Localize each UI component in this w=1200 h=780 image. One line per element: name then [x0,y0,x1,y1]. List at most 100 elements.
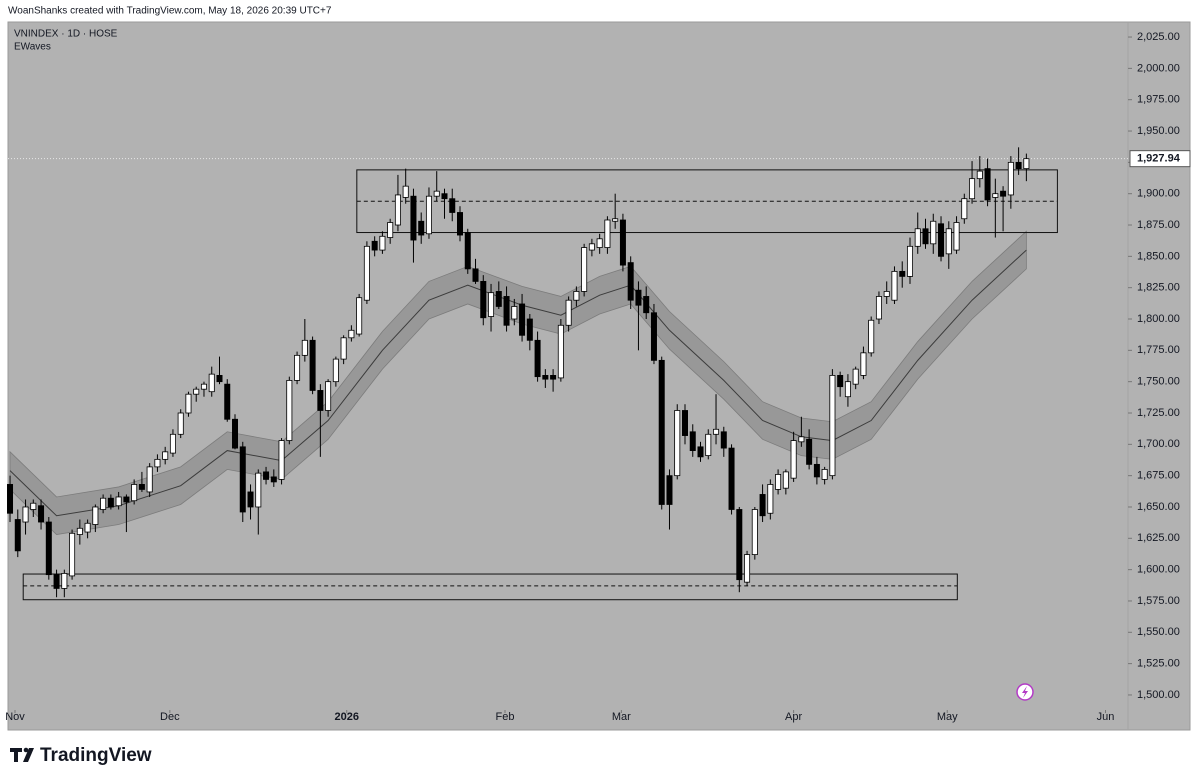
candle-body [216,374,223,383]
candle-body [953,222,960,251]
candle-body [542,374,549,380]
candle-body [115,496,122,507]
indicator-name: EWaves [14,42,51,53]
candle-body [627,262,634,301]
candle-body [263,471,270,480]
candle-body [76,527,83,535]
last-price-label: 1,927.94 [1137,153,1181,165]
candle-body [495,291,502,307]
candle-body [92,506,99,525]
candle-body [100,497,107,510]
candle-body [767,484,774,514]
candle-body [107,497,114,508]
candle-body [573,291,580,301]
candle-body [317,390,324,411]
candle-body [658,359,665,505]
candle-body [681,410,688,436]
x-tick-label: Dec [160,711,180,723]
ewaves-band [9,230,1027,535]
candle-body [798,436,805,443]
candle-body [131,484,138,502]
candle-body [875,296,882,320]
candle-body [69,532,76,577]
candle-body [146,466,153,493]
candle-body [232,418,239,449]
y-tick-label: 1,875.00 [1137,219,1180,231]
candle-body [852,368,859,385]
candle-body [464,232,471,270]
candle-body [503,296,510,326]
candle-body [588,243,595,251]
candle-body [604,219,611,248]
candle-body [1015,161,1022,170]
logo-text: TradingView [40,745,152,766]
candle-body [806,438,813,465]
candle-body [348,329,355,339]
candle-body [239,446,246,513]
candle-body [891,270,898,301]
candle-body [821,468,828,480]
candle-body [643,296,650,314]
candle-body [200,383,207,390]
candle-body [154,458,161,468]
x-tick-label: Nov [5,711,25,723]
candle-body [945,228,952,255]
candle-body [387,222,394,238]
candle-body [775,474,782,490]
last-price-box [1129,150,1191,168]
candle-body [868,319,875,354]
x-tick-label: Apr [785,711,802,723]
candle-body [61,573,68,589]
candle-body [829,374,836,477]
logo-mark [10,747,34,762]
candle-body [534,339,541,378]
candle-body [325,381,332,411]
y-tick-label: 1,550.00 [1137,626,1180,638]
y-tick-label: 1,850.00 [1137,250,1180,262]
candle-body [45,521,52,576]
candle-body [1023,158,1030,170]
y-tick-label: 1,700.00 [1137,438,1180,450]
y-tick-label: 1,675.00 [1137,470,1180,482]
candle-body [1007,161,1014,196]
candle-body [410,195,417,241]
candle-body [581,247,588,292]
x-tick-label: 2026 [334,711,358,723]
candle-body [550,374,557,380]
flash-icon[interactable] [1016,683,1034,701]
y-tick-label: 1,750.00 [1137,376,1180,388]
ewaves-mid-line [9,249,1027,517]
candle-body [278,440,285,480]
candle-body [837,374,844,388]
candle-body [969,178,976,200]
candle-body [138,484,145,490]
candle-body [728,447,735,510]
y-tick-label: 1,825.00 [1137,282,1180,294]
zone-box [22,573,958,601]
candle-body [930,220,937,245]
candle-body [860,352,867,376]
candle-body [53,574,60,589]
candle-body [394,194,401,226]
candle-body [38,505,45,523]
candle-body [177,412,184,435]
candle-body [813,463,820,478]
x-tick-label: May [937,711,958,723]
chart-panel [7,21,1191,731]
candle-body [332,358,339,383]
candle-body [301,339,308,356]
candle-body [208,373,215,393]
candle-body [270,476,277,483]
candle-body [713,428,720,435]
candle-body [557,324,564,379]
candle-body [255,472,262,508]
y-tick-label: 1,775.00 [1137,344,1180,356]
candle-body [612,218,619,222]
candle-body [961,198,968,220]
candle-body [123,496,130,503]
y-tick-label: 2,025.00 [1137,31,1180,43]
candle-body [744,554,751,583]
candle-body [782,471,789,489]
